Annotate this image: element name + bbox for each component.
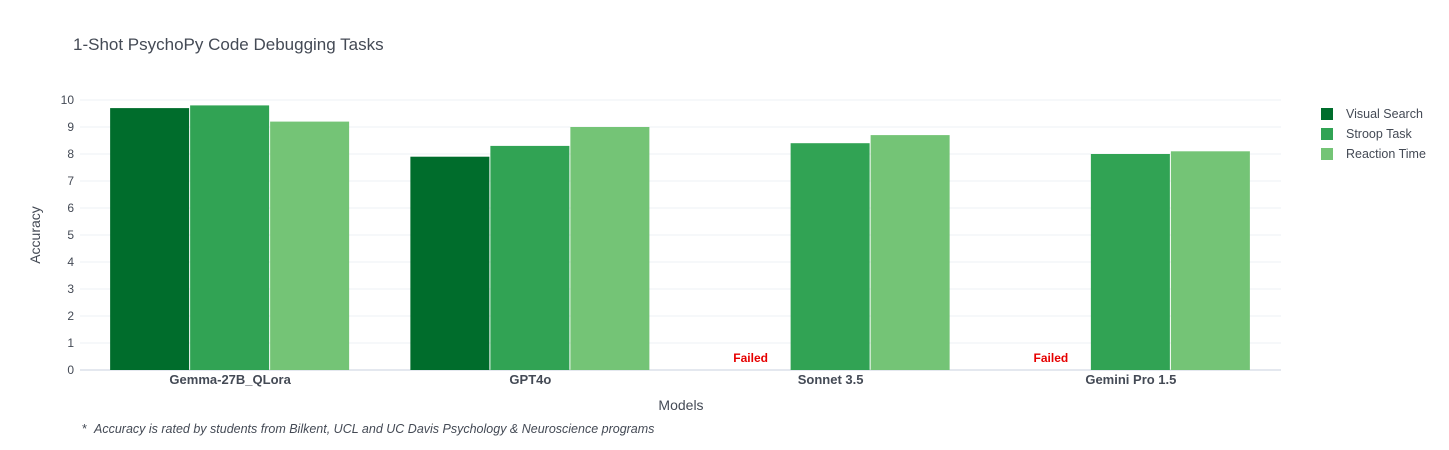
x-tick-label: GPT4o <box>509 372 551 387</box>
legend-swatch <box>1321 108 1333 120</box>
x-tick-label: Gemma-27B_QLora <box>169 372 291 387</box>
bar <box>110 108 190 370</box>
y-tick-label: 8 <box>67 147 74 161</box>
y-tick-label: 6 <box>67 201 74 215</box>
bar <box>870 135 950 370</box>
y-axis-title: Accuracy <box>27 206 43 264</box>
bar <box>1170 151 1250 370</box>
footnote-marker: * <box>82 421 87 436</box>
legend-label: Reaction Time <box>1346 147 1426 161</box>
failed-annotation: Failed <box>1034 351 1069 365</box>
bar <box>570 127 650 370</box>
y-axis-ticks: 0 1 2 3 4 5 6 7 8 9 10 <box>61 93 75 377</box>
x-tick-label: Sonnet 3.5 <box>798 372 864 387</box>
legend-swatch <box>1321 148 1333 160</box>
annotations: Failed Failed <box>733 351 1068 365</box>
y-tick-label: 2 <box>67 309 74 323</box>
y-tick-label: 1 <box>67 336 74 350</box>
y-tick-label: 0 <box>67 363 74 377</box>
x-axis-ticks: Gemma-27B_QLora GPT4o Sonnet 3.5 Gemini Pro… <box>169 372 1176 387</box>
chart-title: 1-Shot PsychoPy Code Debugging Tasks <box>73 35 384 54</box>
x-tick-label: Gemini Pro 1.5 <box>1085 372 1176 387</box>
footnote: Accuracy is rated by students from Bilke… <box>93 422 654 436</box>
legend-swatch <box>1321 128 1333 140</box>
failed-annotation: Failed <box>733 351 768 365</box>
bar <box>190 105 270 371</box>
y-tick-label: 9 <box>67 120 74 134</box>
bars <box>110 105 1250 371</box>
bar <box>1090 154 1170 370</box>
y-tick-label: 7 <box>67 174 74 188</box>
legend-label: Stroop Task <box>1346 127 1413 141</box>
x-axis-title: Models <box>658 397 703 413</box>
y-tick-label: 3 <box>67 282 74 296</box>
legend-label: Visual Search <box>1346 107 1423 121</box>
y-tick-label: 5 <box>67 228 74 242</box>
y-tick-label: 10 <box>61 93 75 107</box>
bar <box>410 156 490 370</box>
y-tick-label: 4 <box>67 255 74 269</box>
legend: Visual Search Stroop Task Reaction Time <box>1321 107 1426 161</box>
bar <box>790 143 870 370</box>
bar <box>270 121 350 370</box>
bar <box>490 145 570 370</box>
